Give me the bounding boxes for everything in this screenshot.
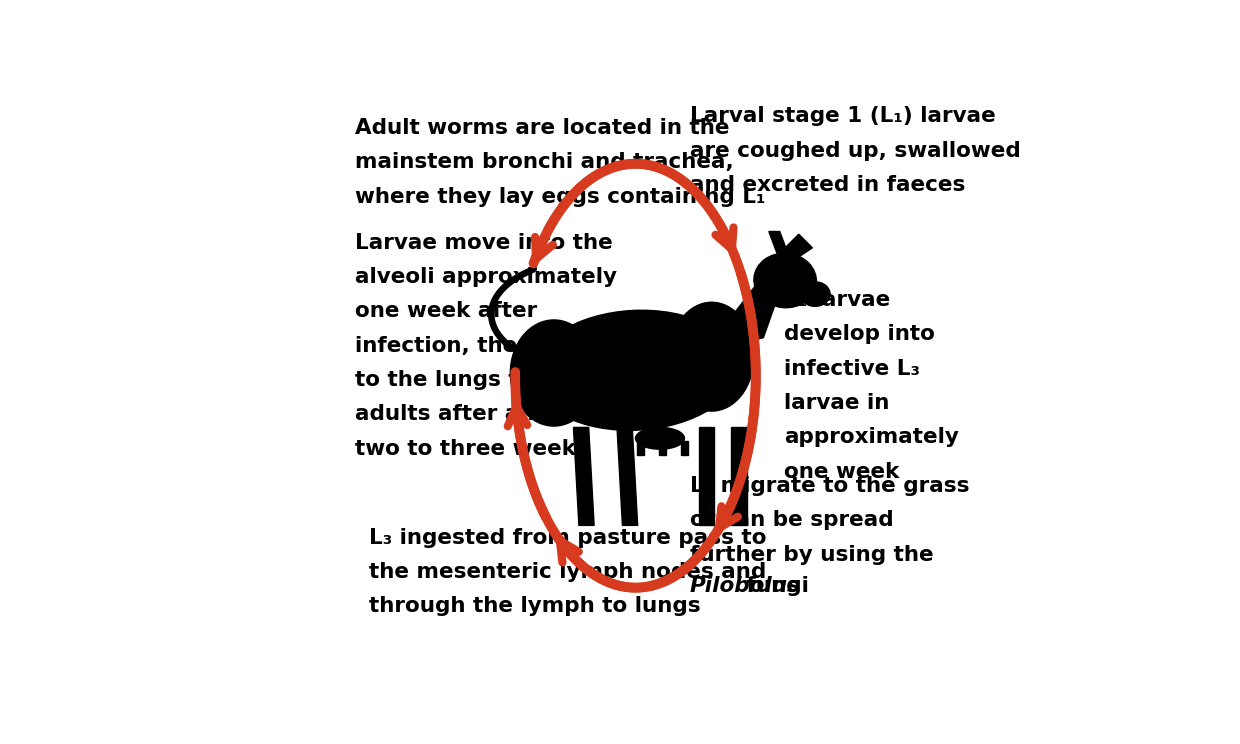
Text: approximately: approximately <box>785 427 960 447</box>
Text: one week: one week <box>785 461 900 481</box>
Ellipse shape <box>635 427 684 449</box>
Polygon shape <box>573 427 594 525</box>
Text: or can be spread: or can be spread <box>689 510 894 530</box>
Text: L₁ larvae: L₁ larvae <box>785 289 890 310</box>
Text: Adult worms are located in the: Adult worms are located in the <box>355 118 729 138</box>
Text: two to three weeks: two to three weeks <box>355 439 589 459</box>
Text: through the lymph to lungs: through the lymph to lungs <box>370 596 701 616</box>
Text: Larval stage 1 (L₁) larvae: Larval stage 1 (L₁) larvae <box>689 106 996 126</box>
Text: infective L₃: infective L₃ <box>785 359 920 379</box>
Text: mainstem bronchi and trachea,: mainstem bronchi and trachea, <box>355 153 734 173</box>
Text: fungi: fungi <box>739 576 808 596</box>
Text: one week after: one week after <box>355 301 537 321</box>
Bar <box>658 441 666 455</box>
Text: are coughed up, swallowed: are coughed up, swallowed <box>689 141 1021 161</box>
Text: where they lay eggs containing L₁: where they lay eggs containing L₁ <box>355 187 765 207</box>
Text: further by using the: further by using the <box>689 545 934 565</box>
Text: L₃ ingested from pasture pass to: L₃ ingested from pasture pass to <box>370 527 766 548</box>
Bar <box>637 441 645 455</box>
Ellipse shape <box>532 310 739 430</box>
Text: larvae in: larvae in <box>785 393 890 413</box>
Text: to the lungs to become: to the lungs to become <box>355 370 635 390</box>
Text: develop into: develop into <box>785 324 935 344</box>
Polygon shape <box>728 286 780 343</box>
Text: and excreted in faeces: and excreted in faeces <box>689 175 965 195</box>
Polygon shape <box>732 427 746 525</box>
Polygon shape <box>769 231 787 253</box>
Text: Pilobolus: Pilobolus <box>689 576 801 596</box>
Text: L₃ migrate to the grass: L₃ migrate to the grass <box>689 476 970 496</box>
Text: alveoli approximately: alveoli approximately <box>355 267 616 287</box>
Ellipse shape <box>754 253 816 308</box>
Text: infection, then migrate: infection, then migrate <box>355 336 635 356</box>
Polygon shape <box>698 427 714 525</box>
Text: adults after another: adults after another <box>355 405 600 424</box>
Text: the mesenteric lymph nodes and: the mesenteric lymph nodes and <box>370 562 766 582</box>
Polygon shape <box>618 427 637 525</box>
Ellipse shape <box>511 320 598 426</box>
Bar <box>681 441 688 455</box>
Text: Larvae move into the: Larvae move into the <box>355 232 613 252</box>
Ellipse shape <box>800 282 830 307</box>
Ellipse shape <box>670 302 754 411</box>
Polygon shape <box>780 234 812 259</box>
